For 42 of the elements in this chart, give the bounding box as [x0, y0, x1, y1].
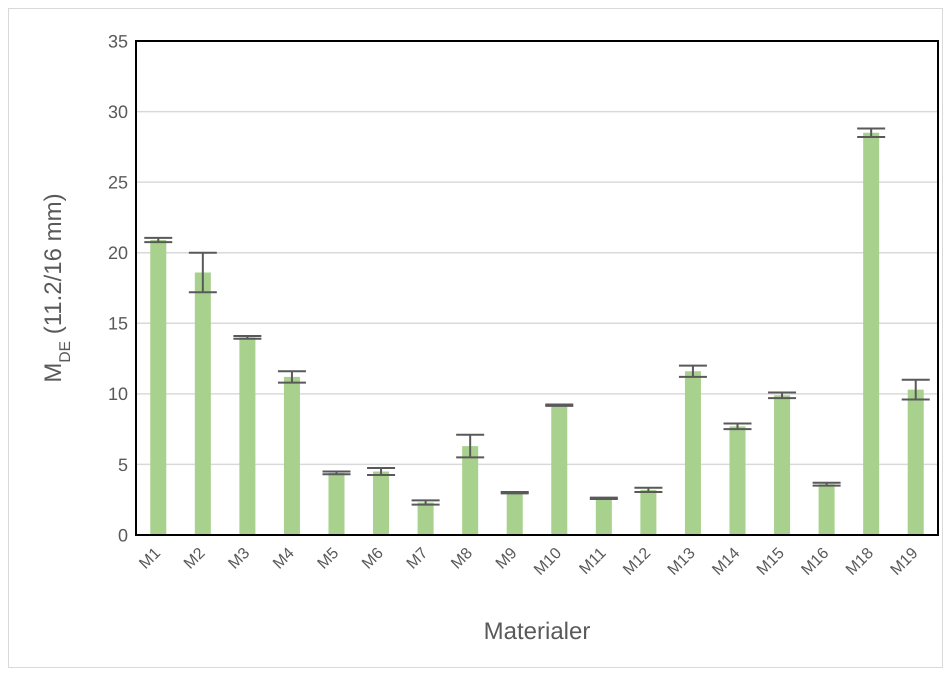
bar [596, 498, 612, 535]
bar [774, 395, 790, 535]
bar [818, 484, 835, 535]
x-tick-label: M7 [404, 544, 432, 573]
bar [328, 472, 345, 535]
y-tick-label: 30 [108, 102, 128, 122]
x-tick-label: M6 [359, 544, 387, 573]
y-tick-label: 0 [118, 525, 128, 546]
bar [194, 272, 211, 535]
y-tick-label: 10 [108, 384, 128, 404]
bar [284, 376, 300, 535]
x-tick-label: M10 [531, 544, 566, 579]
bar [551, 405, 568, 535]
x-tick-label: M11 [576, 544, 610, 578]
x-tick-label: M2 [180, 544, 209, 573]
x-tick-label: M19 [888, 544, 922, 579]
bar [239, 337, 256, 535]
bar [684, 371, 701, 535]
y-tick-label: 15 [108, 314, 128, 334]
y-tick-label: 20 [108, 243, 128, 264]
bar [373, 471, 390, 535]
bar [729, 426, 746, 535]
x-tick-label: M4 [270, 544, 298, 573]
x-tick-label: M12 [620, 544, 654, 579]
y-tick-label: 25 [108, 172, 128, 193]
y-tick-label: 5 [118, 454, 128, 475]
x-tick-label: M3 [225, 544, 254, 573]
bar [863, 132, 880, 535]
x-tick-label: M9 [492, 544, 521, 573]
x-tick-label: M5 [314, 544, 342, 573]
x-tick-label: M1 [136, 544, 164, 573]
bar [418, 502, 434, 535]
x-tick-label: M13 [664, 544, 699, 579]
x-tick-label: M8 [448, 544, 476, 573]
bar [506, 492, 523, 535]
bar [640, 490, 656, 535]
y-tick-label: 35 [108, 31, 128, 52]
bar [908, 390, 924, 535]
bar [462, 446, 478, 535]
x-axis-title: Materialer [484, 618, 590, 645]
x-tick-label: M18 [842, 544, 878, 579]
bar [150, 240, 166, 535]
